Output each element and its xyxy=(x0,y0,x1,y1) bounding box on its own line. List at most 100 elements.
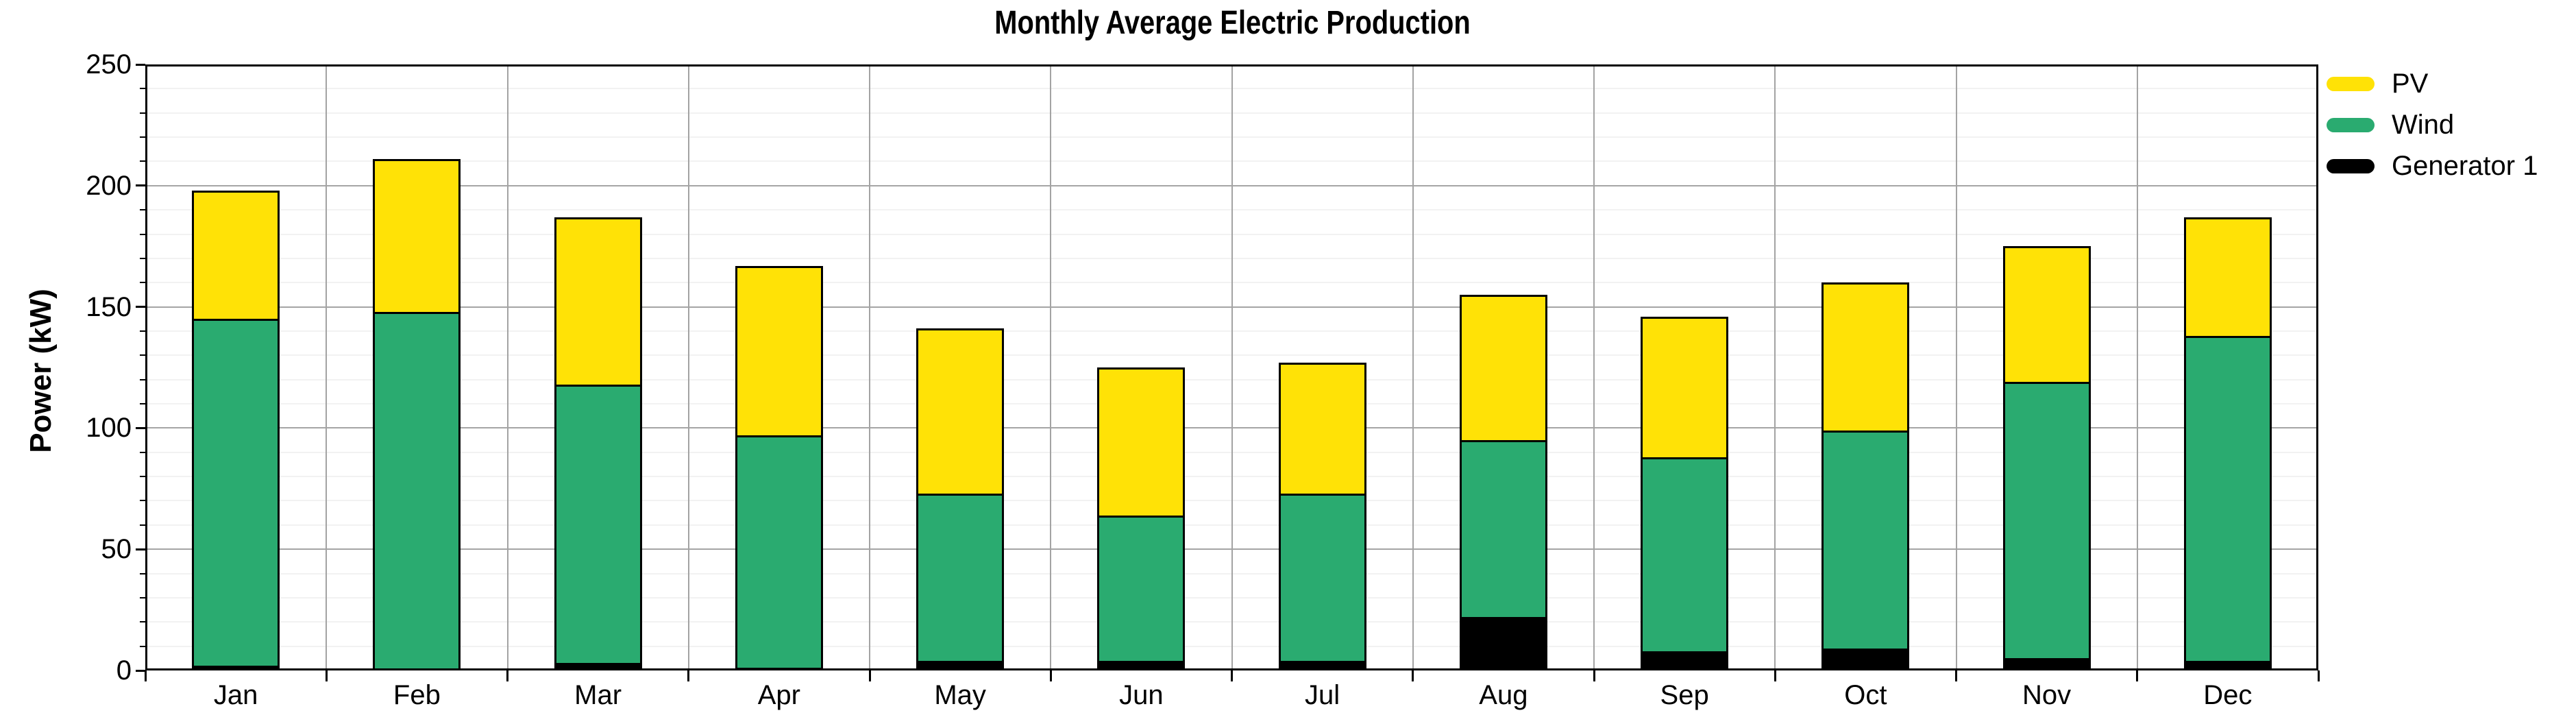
month-boundary-gridline xyxy=(687,64,689,670)
bar-segment-pv-jun xyxy=(1097,367,1186,518)
x-tick-label-nov: Nov xyxy=(2022,680,2072,710)
month-boundary-gridline xyxy=(326,64,328,670)
y-minor-tick xyxy=(140,403,145,405)
x-tick xyxy=(1049,670,1052,681)
y-major-tick xyxy=(136,63,145,66)
y-minor-tick xyxy=(140,596,145,598)
x-tick-label-jun: Jun xyxy=(1119,680,1164,710)
y-minor-tick xyxy=(140,524,145,526)
x-tick xyxy=(2136,670,2139,681)
legend-swatch-wind xyxy=(2327,118,2375,132)
y-minor-tick xyxy=(140,88,145,90)
y-minor-tick xyxy=(140,621,145,623)
bar-segment-generator-1-oct xyxy=(1821,649,1910,670)
month-boundary-gridline xyxy=(1412,64,1414,670)
bar-segment-pv-nov xyxy=(2002,246,2091,385)
y-minor-tick xyxy=(140,160,145,162)
y-tick-label: 100 xyxy=(86,413,132,444)
bar-segment-wind-dec xyxy=(2183,336,2272,663)
y-major-tick xyxy=(136,184,145,187)
x-tick xyxy=(1593,670,1595,681)
month-boundary-gridline xyxy=(1774,64,1776,670)
month-boundary-gridline xyxy=(1593,64,1595,670)
bar-segment-wind-feb xyxy=(373,311,461,670)
month-boundary-gridline xyxy=(506,64,508,670)
legend-swatch-pv xyxy=(2327,77,2375,91)
x-tick-label-apr: Apr xyxy=(757,680,800,710)
y-minor-tick xyxy=(140,233,145,235)
bar-segment-pv-feb xyxy=(373,158,461,314)
plot-area xyxy=(145,64,2318,670)
month-boundary-gridline xyxy=(1050,64,1052,670)
y-minor-tick xyxy=(140,209,145,211)
bar-segment-pv-sep xyxy=(1641,316,1729,459)
legend-label: Generator 1 xyxy=(2392,151,2538,181)
bar-segment-wind-jan xyxy=(192,319,280,668)
bar-segment-wind-jul xyxy=(1278,493,1366,663)
x-tick xyxy=(144,670,147,681)
bar-segment-pv-aug xyxy=(1459,294,1547,443)
month-boundary-gridline xyxy=(2136,64,2138,670)
x-tick xyxy=(1774,670,1776,681)
x-tick-label-mar: Mar xyxy=(574,680,622,710)
y-minor-tick xyxy=(140,112,145,114)
y-major-tick xyxy=(136,426,145,429)
bar-segment-wind-sep xyxy=(1641,457,1729,653)
month-boundary-gridline xyxy=(869,64,870,670)
y-minor-tick xyxy=(140,476,145,478)
y-major-tick xyxy=(136,306,145,308)
bar-segment-wind-jun xyxy=(1097,515,1186,663)
x-tick-label-jul: Jul xyxy=(1305,680,1340,710)
x-tick-label-oct: Oct xyxy=(1844,680,1887,710)
y-minor-tick xyxy=(140,257,145,259)
bar-segment-pv-jul xyxy=(1278,362,1366,496)
bar-segment-wind-nov xyxy=(2002,382,2091,661)
x-tick xyxy=(1412,670,1414,681)
bar-segment-wind-apr xyxy=(735,435,823,670)
y-major-tick xyxy=(136,669,145,672)
y-tick-label: 0 xyxy=(116,655,132,686)
bar-segment-pv-oct xyxy=(1821,282,1910,433)
y-minor-tick xyxy=(140,378,145,380)
y-minor-tick xyxy=(140,282,145,284)
x-tick-label-aug: Aug xyxy=(1479,680,1528,710)
legend-label: Wind xyxy=(2392,110,2455,140)
month-boundary-gridline xyxy=(1231,64,1233,670)
chart-title: Monthly Average Electric Production xyxy=(994,5,1471,41)
y-minor-tick xyxy=(140,500,145,502)
x-tick-label-sep: Sep xyxy=(1660,680,1709,710)
x-tick xyxy=(1955,670,1957,681)
bar-segment-wind-mar xyxy=(554,384,642,666)
x-tick xyxy=(325,670,328,681)
y-tick-label: 250 xyxy=(86,49,132,80)
bar-segment-pv-dec xyxy=(2183,217,2272,339)
y-tick-label: 150 xyxy=(86,291,132,322)
x-tick xyxy=(506,670,508,681)
bar-segment-generator-1-sep xyxy=(1641,651,1729,670)
bar-segment-pv-jan xyxy=(192,190,280,322)
bar-segment-pv-mar xyxy=(554,217,642,387)
bar-segment-wind-oct xyxy=(1821,430,1910,651)
x-tick xyxy=(868,670,871,681)
bar-segment-pv-apr xyxy=(735,265,823,438)
y-major-tick xyxy=(136,548,145,550)
y-minor-tick xyxy=(140,451,145,453)
x-tick xyxy=(1231,670,1233,681)
x-tick-label-may: May xyxy=(934,680,986,710)
bar-segment-generator-1-aug xyxy=(1459,617,1547,670)
y-tick-label: 50 xyxy=(101,534,132,565)
x-tick-label-dec: Dec xyxy=(2203,680,2253,710)
y-minor-tick xyxy=(140,330,145,332)
y-minor-tick xyxy=(140,645,145,647)
legend-label: PV xyxy=(2392,69,2429,99)
bar-segment-wind-aug xyxy=(1459,440,1547,620)
y-minor-tick xyxy=(140,572,145,574)
legend-swatch-generator-1 xyxy=(2327,159,2375,173)
x-tick-label-jan: Jan xyxy=(213,680,258,710)
month-boundary-gridline xyxy=(1955,64,1957,670)
x-tick-label-feb: Feb xyxy=(393,680,441,710)
x-tick xyxy=(687,670,690,681)
y-minor-tick xyxy=(140,354,145,356)
y-minor-tick xyxy=(140,136,145,138)
